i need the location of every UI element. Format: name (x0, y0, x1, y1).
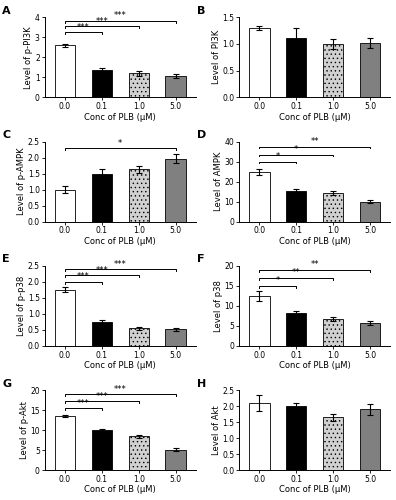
Text: **: ** (310, 137, 319, 146)
Bar (129, 436, 149, 470)
Bar (286, 38, 307, 98)
Bar (55, 190, 75, 222)
X-axis label: Conc of PLB (μM): Conc of PLB (μM) (279, 112, 351, 122)
Bar (91, 174, 112, 222)
Bar (323, 418, 343, 470)
Y-axis label: Level of p-p38: Level of p-p38 (17, 276, 26, 336)
Bar (360, 43, 380, 98)
Text: G: G (2, 378, 11, 388)
Text: ***: *** (77, 399, 90, 408)
Bar (323, 192, 343, 222)
Text: **: ** (292, 268, 301, 278)
Bar (249, 172, 270, 222)
Bar (55, 416, 75, 470)
Bar (360, 202, 380, 222)
Text: ***: *** (95, 266, 108, 275)
Bar (249, 403, 270, 470)
Bar (91, 430, 112, 470)
Text: E: E (2, 254, 10, 264)
Bar (166, 158, 186, 222)
Y-axis label: Level of PI3K: Level of PI3K (212, 30, 221, 84)
Bar (249, 28, 270, 98)
Text: **: ** (310, 260, 319, 270)
Bar (55, 45, 75, 98)
Y-axis label: Level of p-AMPK: Level of p-AMPK (17, 148, 26, 216)
Y-axis label: Level of p38: Level of p38 (214, 280, 223, 332)
Bar (166, 76, 186, 98)
Bar (323, 319, 343, 346)
Text: *: * (118, 138, 122, 147)
Y-axis label: Level of AMPK: Level of AMPK (214, 152, 223, 211)
Bar (323, 44, 343, 98)
X-axis label: Conc of PLB (μM): Conc of PLB (μM) (279, 361, 351, 370)
Y-axis label: Level of p-Akt: Level of p-Akt (20, 401, 29, 459)
Text: ***: *** (114, 260, 127, 268)
Bar (166, 450, 186, 470)
X-axis label: Conc of PLB (μM): Conc of PLB (μM) (279, 237, 351, 246)
Text: ***: *** (77, 272, 90, 281)
Text: *: * (276, 276, 280, 285)
Bar (166, 329, 186, 346)
X-axis label: Conc of PLB (μM): Conc of PLB (μM) (84, 112, 156, 122)
Text: H: H (197, 378, 206, 388)
Bar (91, 70, 112, 98)
Bar (129, 74, 149, 98)
X-axis label: Conc of PLB (μM): Conc of PLB (μM) (84, 361, 156, 370)
Text: B: B (197, 6, 205, 16)
Text: F: F (197, 254, 204, 264)
Text: C: C (2, 130, 10, 140)
Text: ***: *** (114, 384, 127, 394)
Text: ***: *** (95, 17, 108, 26)
Bar (286, 406, 307, 470)
Text: ***: *** (77, 23, 90, 32)
Text: ***: *** (114, 12, 127, 20)
Text: *: * (276, 152, 280, 161)
Bar (55, 290, 75, 346)
Text: D: D (197, 130, 206, 140)
Text: ***: *** (95, 392, 108, 401)
Bar (249, 296, 270, 346)
X-axis label: Conc of PLB (μM): Conc of PLB (μM) (84, 237, 156, 246)
Bar (286, 190, 307, 222)
Bar (129, 328, 149, 346)
Text: A: A (2, 6, 11, 16)
Y-axis label: Level of Akt: Level of Akt (212, 406, 221, 455)
Y-axis label: Level of p-PI3K: Level of p-PI3K (25, 26, 34, 88)
Bar (360, 410, 380, 470)
X-axis label: Conc of PLB (μM): Conc of PLB (μM) (279, 486, 351, 494)
Bar (360, 323, 380, 346)
Text: *: * (294, 145, 299, 154)
Bar (129, 170, 149, 222)
Bar (91, 322, 112, 346)
X-axis label: Conc of PLB (μM): Conc of PLB (μM) (84, 486, 156, 494)
Bar (286, 313, 307, 346)
